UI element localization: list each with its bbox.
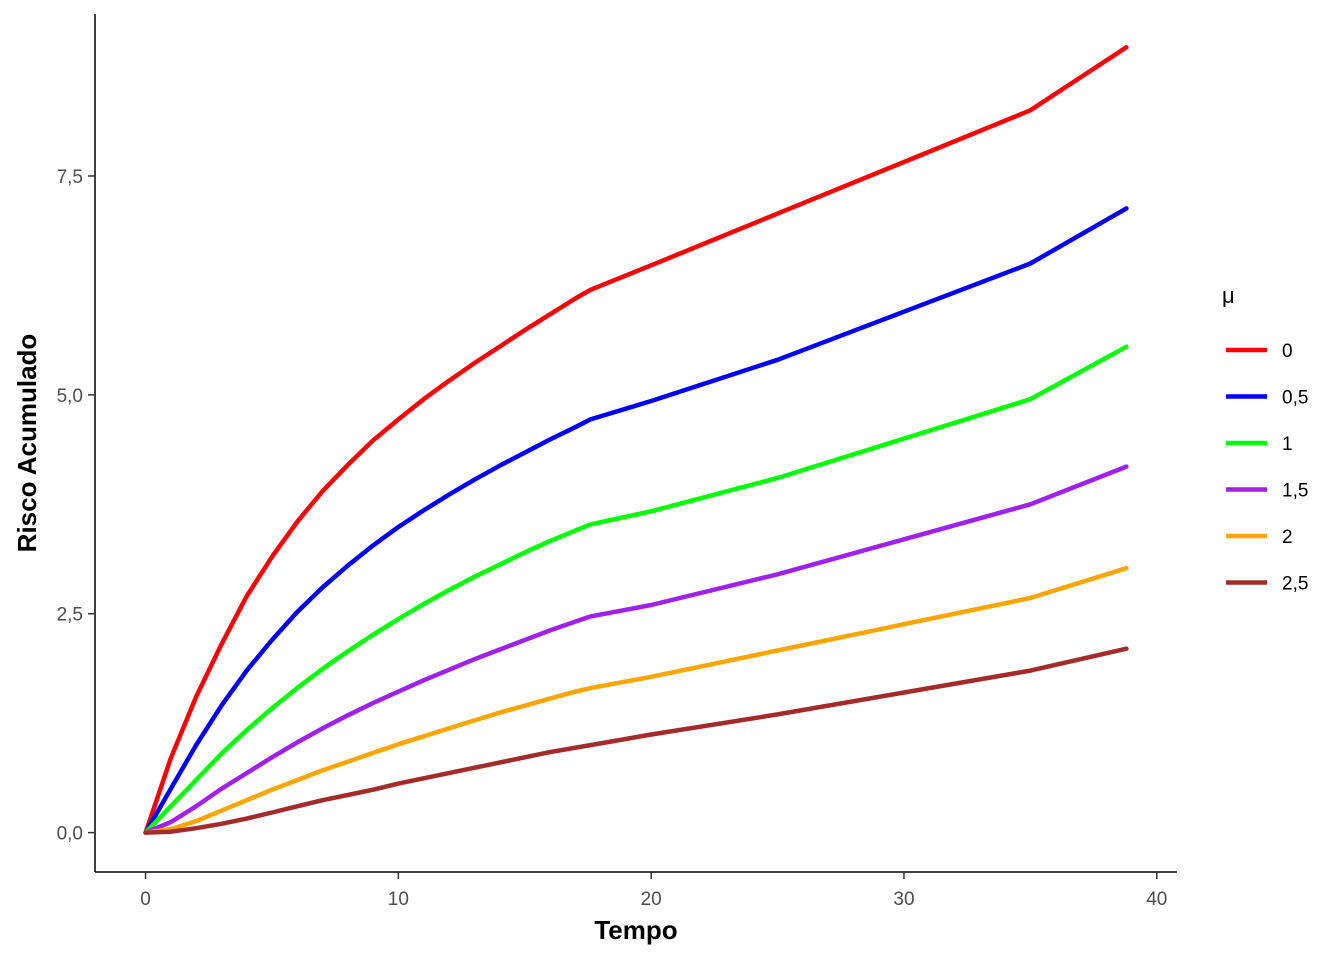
- x-tick-label: 40: [1146, 889, 1167, 910]
- x-tick-label: 30: [893, 889, 914, 910]
- series-line-3: [143, 464, 1129, 835]
- x-tick-label: 10: [388, 889, 409, 910]
- legend-label-4: 2: [1282, 527, 1293, 548]
- legend-label-3: 1,5: [1282, 481, 1308, 502]
- legend-title: μ: [1222, 283, 1235, 308]
- x-tick-label: 0: [140, 889, 151, 910]
- series-line-2: [143, 344, 1129, 835]
- legend-label-0: 0: [1282, 341, 1293, 362]
- series-line-1: [143, 206, 1129, 835]
- y-ticks: 0,0 2,5 5,0 7,5: [57, 167, 95, 845]
- y-tick-label: 2,5: [57, 605, 83, 626]
- series-line-5: [143, 646, 1129, 835]
- x-ticks: 0 10 20 30 40: [140, 872, 1167, 910]
- y-axis-title: Risco Acumulado: [12, 334, 42, 553]
- legend-label-1: 0,5: [1282, 388, 1308, 409]
- y-tick-label: 5,0: [57, 386, 83, 407]
- y-tick-label: 7,5: [57, 167, 83, 188]
- x-tick-label: 20: [641, 889, 662, 910]
- legend-label-5: 2,5: [1282, 574, 1308, 595]
- y-tick-label: 0,0: [57, 824, 83, 845]
- plot-lines: [143, 45, 1129, 835]
- legend: μ 0 0,5 1 1,5 2 2,5: [1222, 283, 1308, 595]
- series-line-0: [143, 45, 1129, 835]
- x-axis-title: Tempo: [594, 915, 677, 945]
- legend-label-2: 1: [1282, 434, 1293, 455]
- legend-items: 0 0,5 1 1,5 2 2,5: [1226, 341, 1308, 595]
- series-line-4: [143, 565, 1129, 835]
